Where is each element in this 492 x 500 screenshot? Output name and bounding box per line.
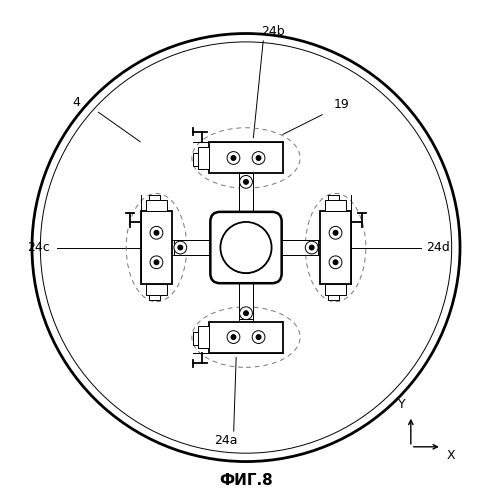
Circle shape <box>333 260 338 265</box>
Circle shape <box>32 34 460 462</box>
Bar <box>325 200 346 210</box>
Circle shape <box>256 156 261 160</box>
Circle shape <box>154 230 159 235</box>
Circle shape <box>240 307 252 320</box>
Circle shape <box>329 226 342 239</box>
Bar <box>328 296 339 300</box>
Bar <box>198 147 209 169</box>
Bar <box>328 195 339 200</box>
Text: 24a: 24a <box>215 434 238 448</box>
Bar <box>198 326 209 348</box>
Text: 4: 4 <box>72 96 80 109</box>
Circle shape <box>309 245 314 250</box>
Circle shape <box>256 334 261 340</box>
Circle shape <box>333 230 338 235</box>
Circle shape <box>227 330 240 344</box>
Text: 24b: 24b <box>261 24 285 38</box>
Bar <box>149 296 160 300</box>
Text: ФИГ.8: ФИГ.8 <box>219 473 273 488</box>
Text: 19: 19 <box>334 98 350 112</box>
Circle shape <box>252 152 265 164</box>
Bar <box>141 210 172 284</box>
Bar <box>193 332 198 345</box>
Bar <box>149 195 160 200</box>
Text: Y: Y <box>398 398 406 411</box>
Circle shape <box>40 42 452 453</box>
FancyBboxPatch shape <box>211 212 282 283</box>
Circle shape <box>244 180 248 184</box>
Bar <box>175 240 212 255</box>
Bar <box>146 200 167 210</box>
Text: 24d: 24d <box>427 241 450 254</box>
Bar <box>193 152 198 166</box>
Circle shape <box>150 226 163 239</box>
Bar <box>325 284 346 296</box>
Bar <box>239 174 253 213</box>
Circle shape <box>231 156 236 160</box>
Circle shape <box>329 256 342 268</box>
Circle shape <box>240 176 252 188</box>
Circle shape <box>227 152 240 164</box>
Circle shape <box>154 260 159 265</box>
Circle shape <box>252 330 265 344</box>
Text: X: X <box>447 449 456 462</box>
Bar <box>146 284 167 296</box>
Circle shape <box>244 311 248 316</box>
Bar <box>280 240 318 255</box>
Circle shape <box>174 241 187 254</box>
Bar <box>209 142 283 174</box>
Bar <box>239 282 253 319</box>
Text: 24c: 24c <box>27 241 50 254</box>
Circle shape <box>305 241 318 254</box>
Circle shape <box>150 256 163 268</box>
Circle shape <box>178 245 183 250</box>
Circle shape <box>220 222 272 273</box>
Bar <box>209 322 283 352</box>
Bar <box>320 210 351 284</box>
Circle shape <box>231 334 236 340</box>
